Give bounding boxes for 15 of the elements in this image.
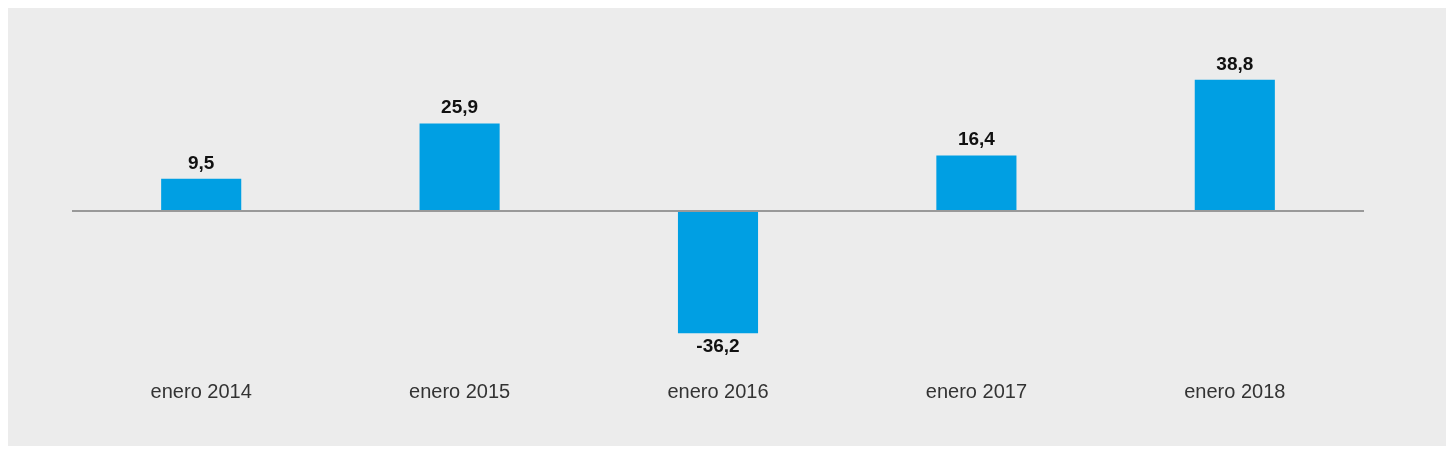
x-tick-label: enero 2015 <box>409 379 511 402</box>
bar <box>936 155 1017 211</box>
x-tick-label: enero 2018 <box>1184 379 1286 402</box>
data-label: -36,2 <box>696 334 740 356</box>
bar <box>419 123 500 211</box>
x-tick-label: enero 2017 <box>925 379 1027 402</box>
data-label: 9,5 <box>187 151 215 173</box>
bar <box>161 178 242 211</box>
data-label: 38,8 <box>1216 52 1254 74</box>
data-label: 16,4 <box>957 128 996 150</box>
bar <box>677 210 759 334</box>
data-label: 25,9 <box>441 96 479 118</box>
x-tick-label: enero 2014 <box>150 379 252 402</box>
bar <box>1194 79 1275 211</box>
x-tick-label: enero 2016 <box>667 379 769 402</box>
